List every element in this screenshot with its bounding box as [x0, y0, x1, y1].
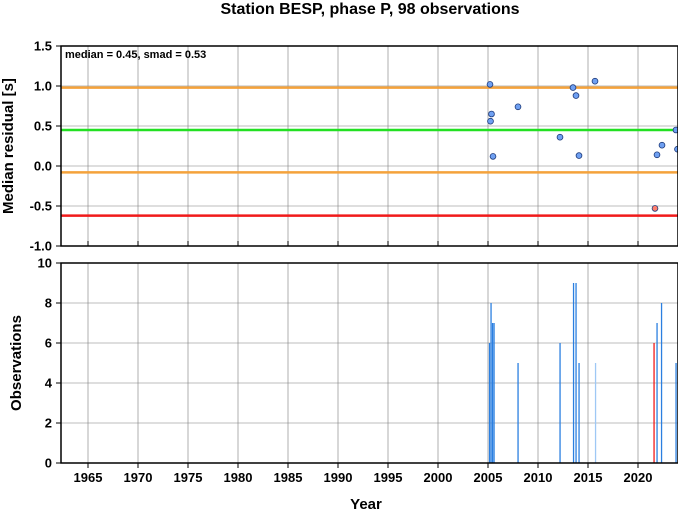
y-tick-label: 1.0: [34, 79, 52, 94]
x-tick-label: 1995: [374, 470, 403, 485]
x-tick-label: 1965: [74, 470, 103, 485]
y-tick-label: 8: [45, 296, 52, 311]
residual-point: [591, 77, 599, 85]
residual-point: [489, 153, 497, 160]
residual-y-ticks: -1.0 -0.5 0.0 0.5 1.0 1.5: [30, 39, 639, 254]
x-axis-label: Year: [350, 496, 382, 511]
x-tick-label: 1985: [274, 470, 303, 485]
observation-bar: [559, 343, 561, 463]
y-tick-label: -0.5: [30, 199, 52, 214]
observation-bar: [490, 303, 492, 463]
observation-bars: [488, 283, 677, 463]
x-tick-label: 1990: [324, 470, 353, 485]
observation-bar: [575, 283, 577, 463]
y-tick-label: 0: [45, 456, 52, 471]
observations-ticks: 1965 1970 1975 1980 1985 1990 1995 2000 2005 2010…: [38, 256, 653, 486]
observation-bar: [493, 323, 495, 463]
x-tick-label: 2000: [424, 470, 453, 485]
observations-grid: [61, 262, 678, 464]
y-tick-label: 0.5: [34, 119, 52, 134]
y-tick-label: 2: [45, 416, 52, 431]
y-tick-label: 6: [45, 336, 52, 351]
y-tick-label: 4: [45, 376, 53, 391]
residual-point: [569, 84, 577, 91]
y-tick-label: 10: [38, 256, 52, 271]
residual-panel: -1.0 -0.5 0.0 0.5 1.0 1.5 median = 0.45, smad…: [0, 39, 678, 254]
y-tick-label: 1.5: [34, 39, 52, 54]
residual-point: [556, 133, 564, 141]
observation-bar: [517, 363, 519, 463]
residual-point: [487, 117, 494, 125]
y-tick-label: 0.0: [34, 159, 52, 174]
observation-bar: [656, 323, 658, 463]
y-tick-label: -1.0: [30, 239, 52, 254]
residual-points: [486, 77, 678, 212]
residual-point: [672, 126, 678, 134]
x-tick-label: 2015: [574, 470, 603, 485]
x-tick-label: 2005: [474, 470, 503, 485]
observations-y-axis-label: Observations: [8, 315, 25, 411]
residual-point: [514, 103, 522, 111]
observation-bar: [653, 343, 655, 463]
chart-title: Station BESP, phase P, 98 observations: [220, 1, 519, 18]
residual-point: [575, 152, 583, 159]
observation-bar: [660, 303, 663, 463]
observation-bar: [491, 323, 494, 463]
observation-bar: [675, 363, 677, 463]
residual-panel-frame: [60, 45, 678, 247]
x-tick-label: 2010: [524, 470, 553, 485]
observation-bar: [594, 363, 597, 463]
residual-y-axis-label: Median residual [s]: [0, 78, 17, 214]
observation-bar: [578, 363, 580, 463]
observations-panel-frame: [60, 262, 678, 464]
residual-point: [486, 81, 494, 88]
x-tick-label: 2020: [624, 470, 653, 485]
residual-point: [572, 92, 580, 99]
residual-point: [651, 205, 659, 212]
observations-panel: 1965 1970 1975 1980 1985 1990 1995 2000 2005 2010…: [8, 256, 678, 511]
observation-bar: [572, 283, 575, 463]
observation-bar: [488, 343, 491, 463]
median-annotation: median = 0.45, smad = 0.53: [65, 49, 206, 61]
residual-point: [658, 141, 666, 149]
x-tick-label: 1975: [174, 470, 203, 485]
reference-lines: [61, 86, 678, 217]
x-tick-label: 1980: [224, 470, 253, 485]
residual-point: [488, 110, 495, 118]
x-tick-label: 1970: [124, 470, 153, 485]
residual-point: [653, 151, 661, 159]
